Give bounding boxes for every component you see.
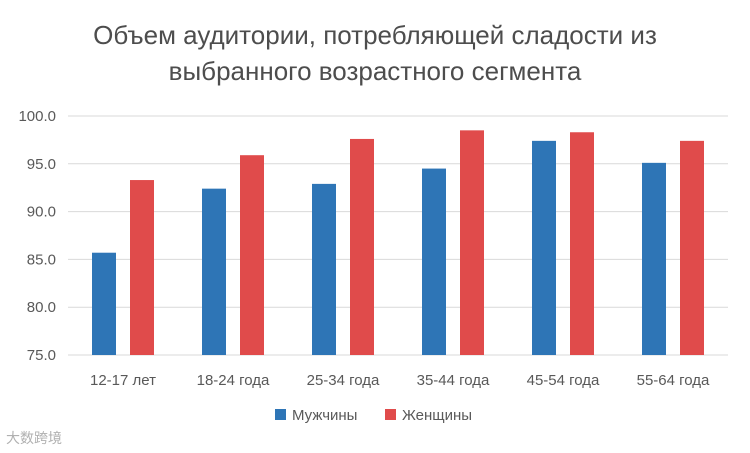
legend-swatch-women xyxy=(385,409,396,420)
bar-men xyxy=(312,183,336,355)
legend-label: Женщины xyxy=(402,407,472,424)
y-tick-label: 90.0 xyxy=(27,204,56,221)
bar-women xyxy=(130,180,154,355)
bar-men xyxy=(202,188,226,355)
bar-men xyxy=(642,162,666,355)
y-tick-label: 75.0 xyxy=(27,347,56,364)
x-tick-label: 45-54 года xyxy=(527,372,600,389)
legend-swatch-men xyxy=(275,409,286,420)
chart-title-line-2: выбранного возрастного сегмента xyxy=(168,56,582,86)
y-tick-label: 85.0 xyxy=(27,251,56,268)
bar-women xyxy=(460,130,484,355)
legend-label: Мужчины xyxy=(292,407,357,424)
x-tick-label: 55-64 года xyxy=(637,372,710,389)
bar-men xyxy=(532,140,556,355)
bar-women xyxy=(570,132,594,355)
bar-women xyxy=(680,140,704,355)
chart-title-line-1: Объем аудитории, потребляющей сладости и… xyxy=(93,20,657,50)
bar-men xyxy=(92,252,116,355)
bar-women xyxy=(350,138,374,355)
y-tick-label: 100.0 xyxy=(18,108,56,125)
x-tick-label: 12-17 лет xyxy=(90,372,156,389)
x-tick-label: 18-24 года xyxy=(197,372,270,389)
y-tick-label: 80.0 xyxy=(27,299,56,316)
bar-women xyxy=(240,155,264,355)
bar-men xyxy=(422,168,446,355)
x-tick-label: 25-34 года xyxy=(307,372,380,389)
y-tick-label: 95.0 xyxy=(27,156,56,173)
x-tick-label: 35-44 года xyxy=(417,372,490,389)
watermark: 大数跨境 xyxy=(6,430,62,446)
